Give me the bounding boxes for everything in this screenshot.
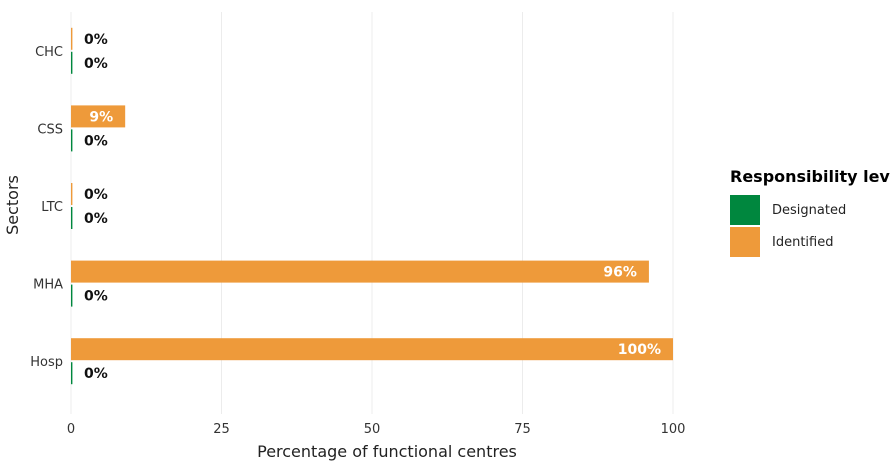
bar-identified <box>71 338 673 361</box>
bar-designated <box>71 362 73 385</box>
legend-swatch-designated <box>730 195 760 225</box>
data-label: 0% <box>84 56 108 72</box>
data-label: 0% <box>84 133 108 149</box>
y-tick-label: LTC <box>41 200 63 215</box>
legend-label-designated: Designated <box>772 202 847 218</box>
bar-identified <box>71 260 649 283</box>
bars <box>71 27 673 385</box>
x-tick-label: 0 <box>67 422 75 437</box>
data-label: 9% <box>89 109 113 125</box>
bar-designated <box>71 51 73 74</box>
x-axis-title: Percentage of functional centres <box>257 442 517 461</box>
legend-swatch-identified <box>730 227 760 257</box>
legend-title: Responsibility level <box>730 167 890 186</box>
data-label: 0% <box>84 32 108 48</box>
bar-designated <box>71 207 73 229</box>
legend-item-designated: Designated <box>730 194 890 226</box>
data-label: 0% <box>84 289 108 305</box>
legend-label-identified: Identified <box>772 234 834 250</box>
data-label: 96% <box>603 265 637 281</box>
x-tick-label: 50 <box>364 422 381 437</box>
bar-designated <box>71 129 73 152</box>
legend: Responsibility level Designated Identifi… <box>730 167 890 258</box>
y-tick-label: MHA <box>33 278 63 293</box>
y-tick-label: Hosp <box>30 355 63 370</box>
legend-item-identified: Identified <box>730 226 890 258</box>
data-label: 0% <box>84 211 108 227</box>
data-label: 0% <box>84 366 108 382</box>
y-tick-label: CSS <box>37 122 63 137</box>
y-axis-title: Sectors <box>3 175 22 235</box>
bar-identified <box>71 183 73 205</box>
data-labels: 0% 0% 9% 0% 0% 0% 96% 0% 100% 0% <box>84 32 661 382</box>
x-tick-label: 75 <box>514 422 531 437</box>
data-label: 0% <box>84 187 108 203</box>
y-tick-labels: CHC CSS LTC MHA Hosp <box>30 45 63 370</box>
bar-identified <box>71 27 73 50</box>
data-label: 100% <box>618 342 661 358</box>
x-tick-labels: 0 25 50 75 100 <box>67 422 686 437</box>
bar-identified <box>71 105 126 128</box>
x-tick-label: 25 <box>213 422 230 437</box>
bar-designated <box>71 284 73 307</box>
x-tick-label: 100 <box>661 422 686 437</box>
y-tick-label: CHC <box>35 45 63 60</box>
